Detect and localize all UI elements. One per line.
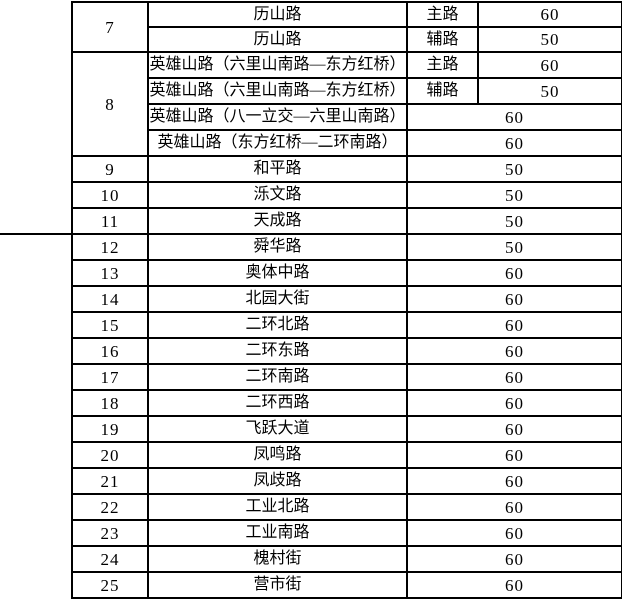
road-name-cell: 奥体中路 (147, 259, 408, 287)
table-row: 24 槐村街 60 (0, 545, 622, 573)
road-name-cell: 二环西路 (147, 389, 408, 417)
speed-limit-cell: 60 (406, 103, 622, 131)
table-row: 11 天成路 50 (0, 207, 622, 235)
speed-limit-cell: 60 (406, 285, 622, 313)
row-number-cell: 11 (71, 207, 149, 235)
table-row: 17 二环南路 60 (0, 363, 622, 391)
category-cell (0, 233, 73, 598)
road-name-cell: 北园大街 (147, 285, 408, 313)
speed-limit-cell: 60 (406, 467, 622, 495)
category-cell (0, 2, 73, 235)
table-row: 历山路 辅路 50 (0, 26, 622, 53)
row-number-cell: 12 (71, 233, 149, 261)
speed-limit-cell: 60 (477, 1, 622, 28)
row-number-cell: 17 (71, 363, 149, 391)
row-number-cell: 9 (71, 155, 149, 183)
row-number-cell: 24 (71, 545, 149, 573)
speed-limit-cell: 60 (406, 363, 622, 391)
road-name-cell: 二环东路 (147, 337, 408, 365)
road-name-cell: 凤歧路 (147, 467, 408, 495)
table-row: 15 二环北路 60 (0, 311, 622, 339)
row-number-cell: 21 (71, 467, 149, 495)
table-row: 25 营市街 60 (0, 571, 622, 599)
row-number-cell: 25 (71, 571, 149, 599)
row-number-cell: 13 (71, 259, 149, 287)
road-name-cell: 槐村街 (147, 545, 408, 573)
road-name-cell: 英雄山路（六里山南路—东方红桥） (147, 77, 408, 105)
row-number-cell: 19 (71, 415, 149, 443)
road-type-cell: 主路 (406, 51, 479, 79)
row-number-cell: 20 (71, 441, 149, 469)
road-type-cell: 辅路 (406, 26, 479, 53)
road-type-cell: 主路 (406, 1, 479, 28)
speed-limit-cell: 60 (406, 389, 622, 417)
road-name-cell: 二环北路 (147, 311, 408, 339)
row-number-cell: 7 (71, 1, 149, 53)
row-number-cell: 15 (71, 311, 149, 339)
road-name-cell: 飞跃大道 (147, 415, 408, 443)
speed-limit-cell: 60 (406, 129, 622, 157)
table-row: 英雄山路（八一立交—六里山南路） 60 (0, 103, 622, 131)
speed-limit-cell: 50 (406, 181, 622, 209)
table-row: 9 和平路 50 (0, 155, 622, 183)
row-number-cell: 10 (71, 181, 149, 209)
road-name-cell: 和平路 (147, 155, 408, 183)
row-number-cell: 8 (71, 51, 149, 157)
table-row: 18 二环西路 60 (0, 389, 622, 417)
road-name-cell: 泺文路 (147, 181, 408, 209)
table-row: 23 工业南路 60 (0, 519, 622, 547)
row-number-cell: 23 (71, 519, 149, 547)
speed-limit-cell: 60 (406, 441, 622, 469)
table-row: 英雄山路（东方红桥—二环南路） 60 (0, 129, 622, 157)
road-name-cell: 二环南路 (147, 363, 408, 391)
speed-limit-cell: 60 (406, 519, 622, 547)
table-row: 7 历山路 主路 60 (0, 1, 622, 235)
speed-limit-cell: 60 (406, 311, 622, 339)
speed-limit-cell: 50 (406, 233, 622, 261)
road-name-cell: 工业北路 (147, 493, 408, 521)
speed-limit-cell: 50 (477, 26, 622, 53)
road-name-cell: 营市街 (147, 571, 408, 599)
road-name-cell: 英雄山路（六里山南路—东方红桥） (147, 51, 408, 79)
road-name-cell: 英雄山路（东方红桥—二环南路） (147, 129, 408, 157)
row-number-cell: 14 (71, 285, 149, 313)
table-row: 10 泺文路 50 (0, 181, 622, 209)
speed-limit-cell: 60 (477, 51, 622, 79)
table-row: 21 凤歧路 60 (0, 467, 622, 495)
row-number-cell: 22 (71, 493, 149, 521)
row-number-cell: 16 (71, 337, 149, 365)
road-name-cell: 舜华路 (147, 233, 408, 261)
speed-limit-cell: 50 (406, 207, 622, 235)
speed-limit-cell: 60 (406, 571, 622, 599)
road-name-cell: 历山路 (147, 26, 408, 53)
road-type-cell: 辅路 (406, 77, 479, 105)
road-name-cell: 工业南路 (147, 519, 408, 547)
row-number-cell: 18 (71, 389, 149, 417)
table-row: 英雄山路（六里山南路—东方红桥） 辅路 50 (0, 77, 622, 105)
table-row: 14 北园大街 60 (0, 285, 622, 313)
speed-limit-cell: 60 (406, 545, 622, 573)
road-name-cell: 英雄山路（八一立交—六里山南路） (147, 103, 408, 131)
speed-limit-cell: 60 (406, 337, 622, 365)
speed-limit-cell: 50 (477, 77, 622, 105)
road-name-cell: 天成路 (147, 207, 408, 235)
table-row: 20 凤鸣路 60 (0, 441, 622, 469)
road-name-cell: 凤鸣路 (147, 441, 408, 469)
table-row: 8 英雄山路（六里山南路—东方红桥） 主路 60 (0, 51, 622, 157)
table-row: 16 二环东路 60 (0, 337, 622, 365)
speed-limit-cell: 60 (406, 415, 622, 443)
table-row: 12 舜华路 50 (0, 233, 622, 598)
road-name-cell: 历山路 (147, 1, 408, 28)
speed-limit-cell: 60 (406, 493, 622, 521)
table-row: 19 飞跃大道 60 (0, 415, 622, 443)
speed-limit-cell: 50 (406, 155, 622, 183)
table-row: 22 工业北路 60 (0, 493, 622, 521)
table-row: 13 奥体中路 60 (0, 259, 622, 287)
speed-limit-cell: 60 (406, 259, 622, 287)
